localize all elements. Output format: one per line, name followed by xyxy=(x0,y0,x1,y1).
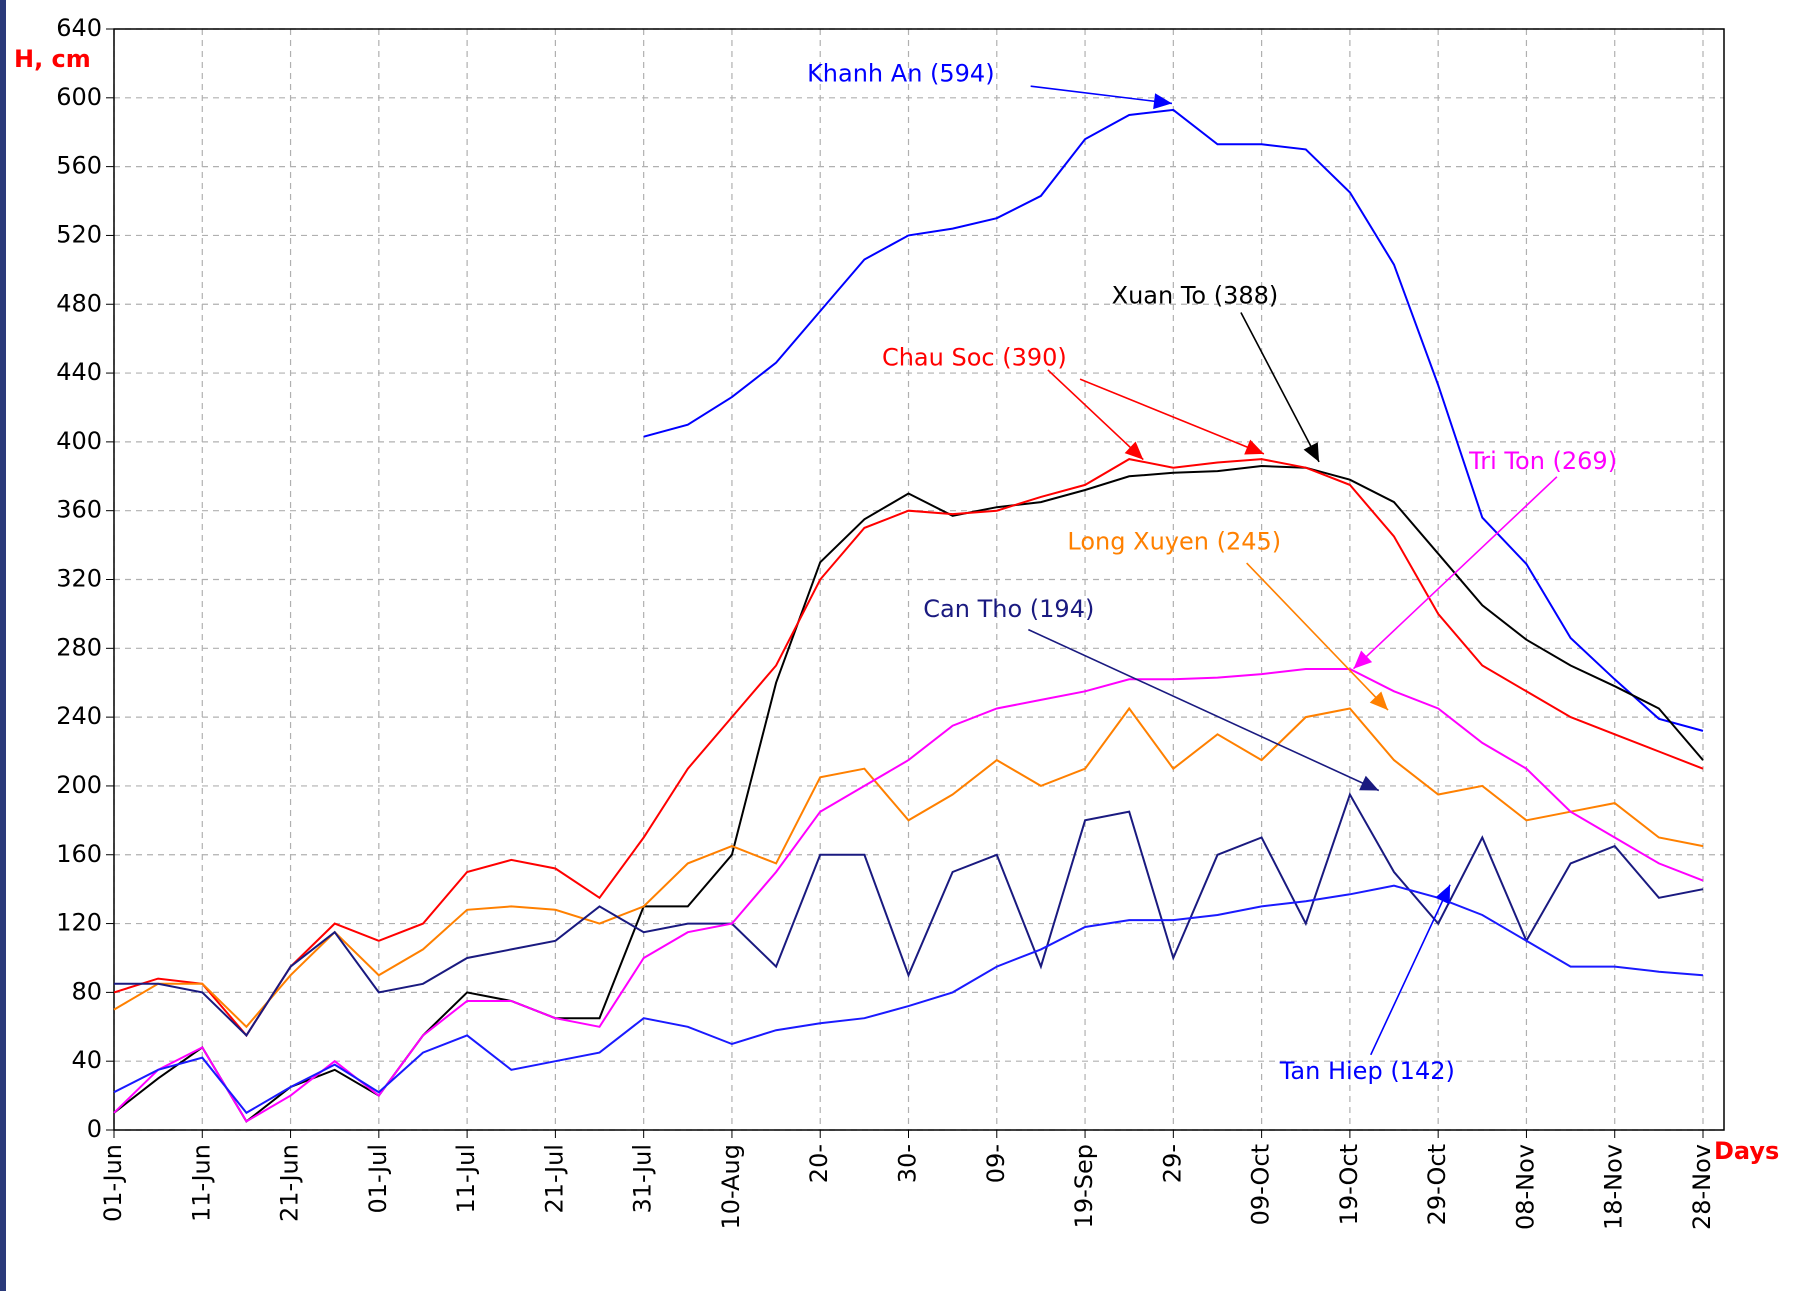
annotation-arrow xyxy=(1028,628,1380,792)
x-tick-label: 01-Jul xyxy=(364,1144,392,1214)
x-tick-label: 18-Nov xyxy=(1600,1144,1628,1230)
x-tick-label: 01-Jun xyxy=(99,1144,127,1222)
annotation-arrow xyxy=(1030,85,1173,105)
annotation-arrow xyxy=(1246,562,1389,711)
arrow-head xyxy=(1435,884,1451,905)
x-tick-label: 08-Nov xyxy=(1511,1144,1539,1230)
series-line xyxy=(643,108,1704,732)
annotation: Chau Soc (390) xyxy=(882,343,1067,371)
annotation-arrow xyxy=(1079,378,1265,455)
y-tick-label: 120 xyxy=(56,909,102,937)
y-tick-label: 80 xyxy=(71,977,102,1005)
arrow-head xyxy=(1303,442,1320,462)
annotation-arrow xyxy=(1240,312,1320,463)
x-tick-label: 30- xyxy=(894,1144,922,1183)
x-tick-label: 29-Oct xyxy=(1423,1144,1451,1225)
x-tick-label: 10-Aug xyxy=(717,1144,745,1230)
series-line xyxy=(113,458,1704,1038)
y-tick-label: 200 xyxy=(56,771,102,799)
x-tick-label: 31-Jul xyxy=(629,1144,657,1214)
arrow-head xyxy=(1359,775,1379,791)
annotation: Tri Ton (269) xyxy=(1468,447,1617,475)
x-tick-label: 11-Jun xyxy=(187,1144,215,1222)
y-tick-label: 480 xyxy=(56,289,102,317)
y-tick-label: 240 xyxy=(56,702,102,730)
x-axis-label: Days xyxy=(1714,1137,1779,1165)
x-tick-label: 11-Jul xyxy=(452,1144,480,1214)
y-tick-label: 160 xyxy=(56,840,102,868)
arrow-head xyxy=(1153,93,1172,110)
annotation-arrow xyxy=(1047,369,1144,461)
y-tick-label: 40 xyxy=(71,1046,102,1074)
annotation: Xuan To (388) xyxy=(1112,281,1279,309)
annotation: Can Tho (194) xyxy=(923,595,1094,623)
y-tick-label: 360 xyxy=(56,496,102,524)
y-tick-label: 640 xyxy=(56,14,102,42)
y-tick-label: 400 xyxy=(56,427,102,455)
arrow-head xyxy=(1353,650,1373,669)
x-tick-label: 29- xyxy=(1158,1144,1186,1183)
annotation: Long Xuyen (245) xyxy=(1067,527,1281,555)
series-line xyxy=(114,792,1704,1037)
y-tick-label: 520 xyxy=(56,220,102,248)
window-edge xyxy=(0,0,6,1291)
annotation: Khanh An (594) xyxy=(807,60,995,88)
y-tick-label: 280 xyxy=(56,633,102,661)
arrow-head xyxy=(1124,441,1144,460)
series-line xyxy=(113,668,1704,1123)
x-tick-label: 20- xyxy=(805,1144,833,1183)
x-tick-label: 21-Jul xyxy=(540,1144,568,1214)
arrow-head xyxy=(1369,691,1388,711)
y-tick-label: 320 xyxy=(56,565,102,593)
y-tick-label: 0 xyxy=(87,1115,102,1143)
annotation: Tan Hiep (142) xyxy=(1279,1057,1455,1085)
y-tick-label: 560 xyxy=(56,152,102,180)
x-tick-label: 19-Oct xyxy=(1335,1144,1363,1225)
series-line xyxy=(113,706,1704,1029)
x-tick-label: 21-Jun xyxy=(276,1144,304,1222)
x-tick-label: 09- xyxy=(982,1144,1010,1183)
x-tick-label: 09-Oct xyxy=(1247,1144,1275,1225)
x-tick-label: 19-Sep xyxy=(1070,1144,1098,1228)
x-tick-label: 28-Nov xyxy=(1688,1144,1716,1230)
y-axis-label: H, cm xyxy=(14,45,91,73)
arrow-head xyxy=(1244,439,1264,455)
plot-frame xyxy=(113,28,1725,1131)
annotation-arrow xyxy=(1352,476,1558,670)
annotation-arrow xyxy=(1370,884,1451,1056)
y-tick-label: 600 xyxy=(56,83,102,111)
y-tick-label: 440 xyxy=(56,358,102,386)
